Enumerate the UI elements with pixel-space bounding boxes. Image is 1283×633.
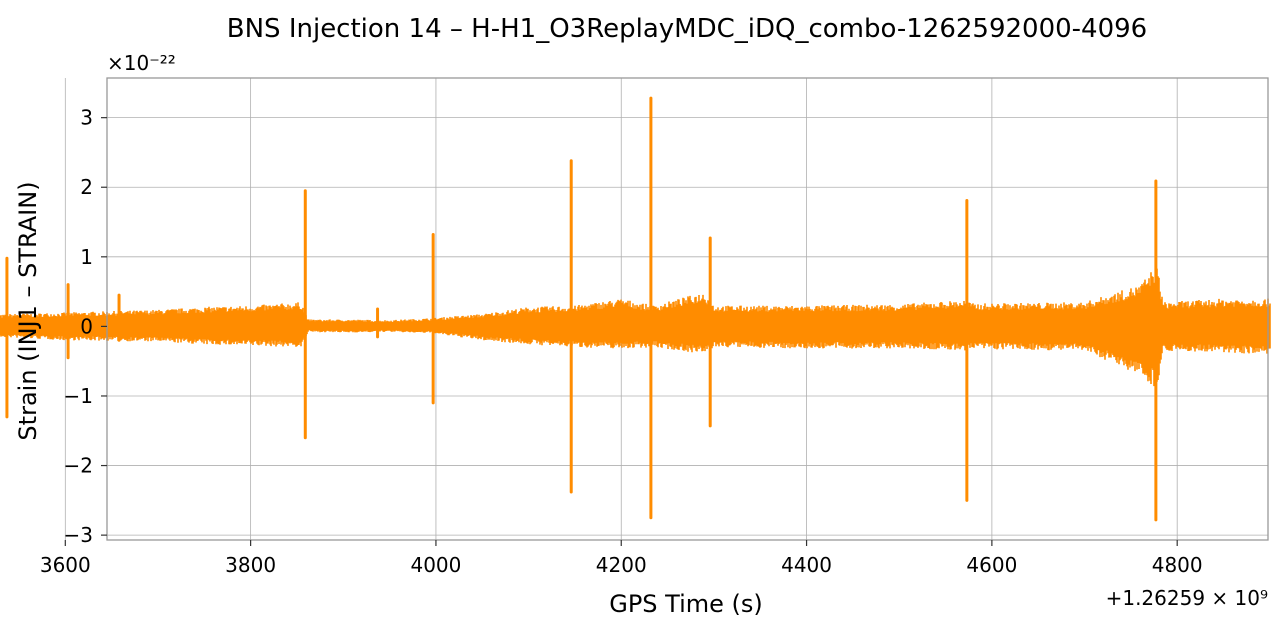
strain-envelope: [0, 266, 1271, 387]
x-tick-label: 4800: [1152, 553, 1203, 577]
x-offset-label: +1.26259 × 10⁹: [1106, 586, 1268, 610]
chart-title: BNS Injection 14 – H-H1_O3ReplayMDC_iDQ_…: [227, 14, 1147, 44]
x-tick-label: 4400: [781, 553, 832, 577]
x-tick-label: 3800: [225, 553, 276, 577]
y-tick-label: −2: [64, 454, 93, 478]
y-axis-label: Strain (INJ1 – STRAIN): [14, 181, 42, 440]
x-axis-ticks: 3600 3800 4000 4200 4400 4600 4800: [40, 540, 1203, 577]
y-tick-label: −3: [64, 523, 93, 547]
y-tick-label: 3: [80, 106, 93, 130]
plot-frame: [106, 77, 1269, 541]
x-axis-label: GPS Time (s): [609, 590, 763, 618]
y-tick-label: −1: [64, 384, 93, 408]
y-scale-label: ×10⁻²²: [107, 51, 176, 75]
x-tick-label: 4600: [966, 553, 1017, 577]
x-tick-label: 4000: [410, 553, 461, 577]
strain-series: [0, 96, 1271, 522]
x-tick-label: 3600: [40, 553, 91, 577]
y-tick-label: 2: [80, 175, 93, 199]
y-tick-label: 0: [80, 314, 93, 338]
y-tick-label: 1: [80, 245, 93, 269]
x-tick-label: 4200: [596, 553, 647, 577]
y-axis-ticks: 3 2 1 0 −1 −2 −3: [64, 106, 107, 547]
